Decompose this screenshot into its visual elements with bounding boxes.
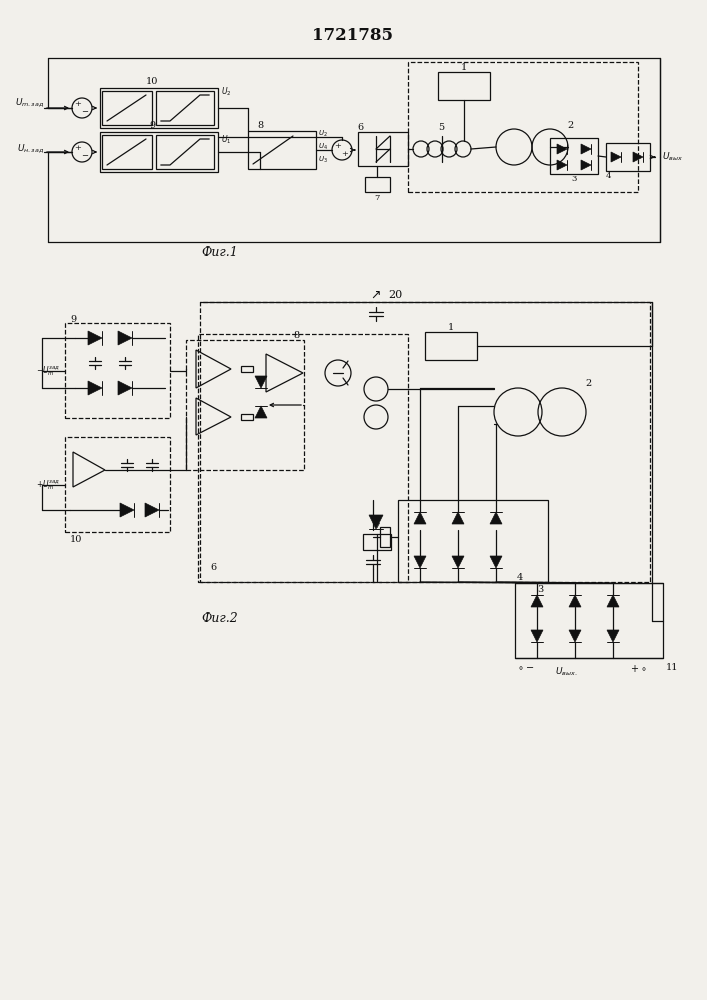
Bar xyxy=(200,302,650,582)
Text: $U_{вых.}$: $U_{вых.}$ xyxy=(555,666,578,678)
Bar xyxy=(358,132,408,166)
Text: 4: 4 xyxy=(605,172,611,180)
Polygon shape xyxy=(569,595,581,607)
Polygon shape xyxy=(557,160,567,170)
Text: 2: 2 xyxy=(585,379,591,388)
Polygon shape xyxy=(88,331,102,345)
Polygon shape xyxy=(118,331,132,345)
Polygon shape xyxy=(145,503,159,517)
Text: 11: 11 xyxy=(666,664,679,672)
Text: 7: 7 xyxy=(374,522,380,530)
Text: +: + xyxy=(334,142,341,150)
Text: $U_2$: $U_2$ xyxy=(221,86,231,98)
Bar xyxy=(102,91,152,125)
Text: +: + xyxy=(74,144,81,152)
Polygon shape xyxy=(414,512,426,524)
Text: 1: 1 xyxy=(461,62,467,72)
Polygon shape xyxy=(581,160,591,170)
Bar xyxy=(425,332,477,360)
Bar xyxy=(363,534,391,550)
Text: 6: 6 xyxy=(357,122,363,131)
Polygon shape xyxy=(414,556,426,568)
Text: +: + xyxy=(341,150,349,158)
Bar xyxy=(198,334,408,582)
Bar xyxy=(186,340,304,470)
Text: 8: 8 xyxy=(257,121,263,130)
Polygon shape xyxy=(452,512,464,524)
Bar xyxy=(515,583,663,658)
Text: $U_2$: $U_2$ xyxy=(318,129,328,139)
Text: $U_3$: $U_3$ xyxy=(318,155,328,165)
Polygon shape xyxy=(88,381,102,395)
Text: 3: 3 xyxy=(571,175,577,183)
Polygon shape xyxy=(611,152,621,162)
Text: $\circ-$: $\circ-$ xyxy=(517,664,534,672)
Bar xyxy=(438,72,490,100)
Text: 1721785: 1721785 xyxy=(312,26,394,43)
Text: 5: 5 xyxy=(438,122,444,131)
Bar xyxy=(550,138,598,174)
Text: $U_{m.зад}$: $U_{m.зад}$ xyxy=(15,97,44,109)
Text: $U_4$: $U_4$ xyxy=(318,142,328,152)
Bar xyxy=(102,135,152,169)
Polygon shape xyxy=(607,630,619,642)
Bar xyxy=(156,135,214,169)
Bar xyxy=(398,500,548,582)
Polygon shape xyxy=(531,595,543,607)
Text: Фиг.2: Фиг.2 xyxy=(201,611,238,624)
Text: 7: 7 xyxy=(374,194,380,202)
Polygon shape xyxy=(118,381,132,395)
Text: −: − xyxy=(81,152,88,160)
Polygon shape xyxy=(255,406,267,418)
Text: 8: 8 xyxy=(293,332,299,340)
Bar xyxy=(408,62,638,192)
Text: 10: 10 xyxy=(70,536,83,544)
Polygon shape xyxy=(452,556,464,568)
Polygon shape xyxy=(490,556,502,568)
Text: $\nearrow$: $\nearrow$ xyxy=(368,288,382,302)
Bar xyxy=(65,437,170,532)
Polygon shape xyxy=(633,152,643,162)
Text: 4: 4 xyxy=(517,574,523,582)
Polygon shape xyxy=(531,630,543,642)
Bar xyxy=(241,366,253,372)
Polygon shape xyxy=(369,515,383,529)
Text: Фиг.1: Фиг.1 xyxy=(201,245,238,258)
Text: −: − xyxy=(81,108,88,116)
Text: +: + xyxy=(74,100,81,108)
Text: $+\circ$: $+\circ$ xyxy=(630,662,646,674)
Bar xyxy=(65,323,170,418)
Polygon shape xyxy=(581,144,591,154)
Text: 3: 3 xyxy=(537,585,543,594)
Bar xyxy=(380,527,390,547)
Polygon shape xyxy=(490,512,502,524)
Text: 9: 9 xyxy=(149,121,155,130)
Bar xyxy=(156,91,214,125)
Bar xyxy=(606,143,650,171)
Text: $-U_{m}^{зад}$: $-U_{m}^{зад}$ xyxy=(36,364,60,378)
Text: 2: 2 xyxy=(567,120,573,129)
Text: $U_1$: $U_1$ xyxy=(221,134,231,146)
Polygon shape xyxy=(120,503,134,517)
Bar xyxy=(100,88,218,128)
Text: $U_{вых}$: $U_{вых}$ xyxy=(662,151,683,163)
Text: 1: 1 xyxy=(448,322,454,332)
Text: 9: 9 xyxy=(70,314,76,324)
Text: 6: 6 xyxy=(210,564,216,572)
Bar xyxy=(248,131,316,169)
Bar xyxy=(100,132,218,172)
Bar xyxy=(241,414,253,420)
Text: $+U_{m}^{зад}$: $+U_{m}^{зад}$ xyxy=(36,478,60,492)
Polygon shape xyxy=(255,376,267,388)
Polygon shape xyxy=(557,144,567,154)
Polygon shape xyxy=(607,595,619,607)
Polygon shape xyxy=(569,630,581,642)
Bar xyxy=(365,177,390,192)
Text: 20: 20 xyxy=(388,290,402,300)
Text: $U_{н.зад}$: $U_{н.зад}$ xyxy=(17,143,44,155)
Text: 10: 10 xyxy=(146,78,158,87)
